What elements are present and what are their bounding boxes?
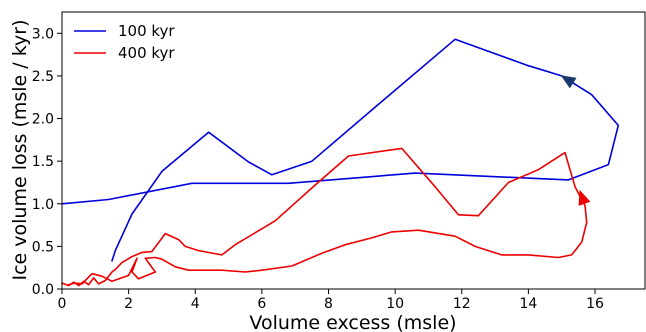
plot-frame [61,11,646,290]
x-tick-label: 10 [386,296,404,312]
y-axis-title: Ice volume loss (msle / kyr) [9,19,31,280]
legend: 100 kyr 400 kyr [74,22,175,62]
x-tick-label: 16 [586,296,604,312]
y-tick-label: 2.5 [32,69,54,85]
y-tick-label: 2.0 [32,112,54,128]
legend-label-400kyr: 400 kyr [118,44,175,62]
x-tick-label: 2 [124,296,133,312]
y-tick-label: 3.0 [32,26,54,42]
y-axis: 0.0 0.5 1.0 1.5 2.0 2.5 3.0 [32,26,62,298]
x-tick-label: 12 [453,296,471,312]
x-tick-label: 6 [257,296,266,312]
y-tick-label: 0.5 [32,239,54,255]
y-tick-label: 0.0 [32,282,54,298]
arrow-layer [560,75,591,206]
x-tick-label: 14 [519,296,537,312]
x-tick-label: 0 [58,296,67,312]
x-axis: 0 2 4 6 8 10 12 14 16 [58,289,604,312]
direction-arrow-1 [578,189,591,206]
direction-arrow-0 [560,75,577,89]
legend-label-100kyr: 100 kyr [118,22,175,40]
series-line-0 [61,38,620,262]
x-axis-title: Volume excess (msle) [249,312,456,332]
x-tick-label: 8 [324,296,333,312]
series-line-1 [61,147,588,287]
x-tick-label: 4 [191,296,200,312]
y-tick-label: 1.0 [32,197,54,213]
y-tick-label: 1.5 [32,154,54,170]
series-layer [61,38,620,287]
